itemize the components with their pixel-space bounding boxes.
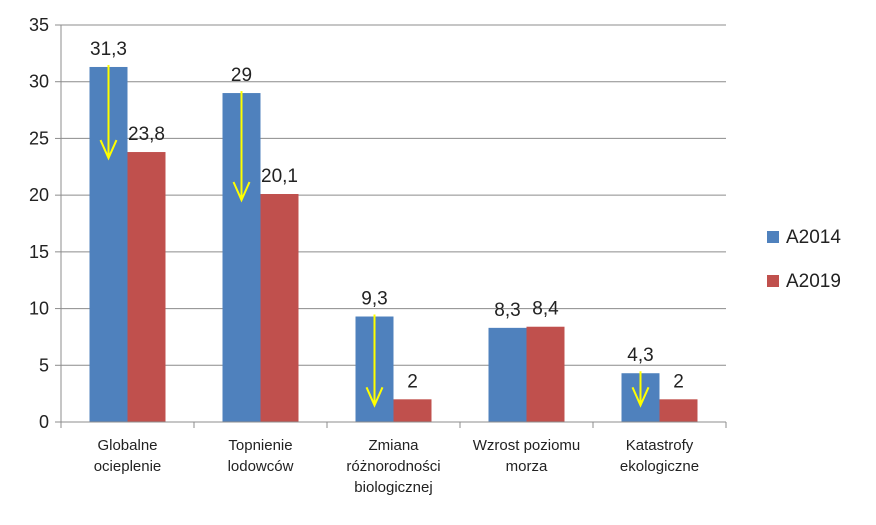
bar-a2019-2: [393, 399, 432, 422]
data-label-a2019: 8,4: [532, 299, 559, 320]
category-label-line: Globalne: [97, 437, 157, 454]
data-label-a2014: 8,3: [494, 300, 520, 321]
category-label-line: morza: [506, 458, 548, 475]
decrease-arrow-head: [232, 181, 251, 203]
category-label: Globalne ocieplenie: [94, 437, 162, 475]
decrease-arrow-head: [99, 139, 118, 161]
decrease-arrows: [99, 64, 650, 408]
legend-swatch-a2019: [767, 275, 779, 287]
bar-a2019-0: [127, 152, 166, 423]
data-label-a2014: 9,3: [361, 289, 387, 310]
category-label: Wzrost poziomu morza: [473, 437, 581, 475]
category-label-line: Zmiana: [368, 437, 419, 454]
axes: 0 5 10 15 20 25 30 35 Globalne ocieplenie Topnieni…: [29, 15, 727, 496]
decrease-arrow-head: [631, 386, 650, 408]
y-tick-label: 30: [29, 72, 49, 92]
legend: A2014 A2019: [767, 227, 841, 292]
y-tick-label: 20: [29, 185, 49, 205]
category-label-line: Katastrofy: [626, 437, 694, 454]
category-label: Topnienie lodowców: [228, 437, 294, 475]
category-label: Zmiana różnorodności biologicznej: [346, 437, 440, 496]
data-label-a2019: 23,8: [128, 124, 165, 145]
category-label-line: różnorodności: [346, 458, 440, 475]
category-label-line: biologicznej: [354, 479, 432, 496]
bar-a2019-4: [659, 399, 698, 422]
y-tick-label: 15: [29, 242, 49, 262]
category-label-line: ocieplenie: [94, 458, 162, 475]
bar-a2019-3: [526, 326, 565, 422]
y-tick-label: 0: [39, 412, 49, 432]
data-labels: 31,3 23,8 29 20,1 9,3 2 8,3 8,4 4,3 2: [90, 39, 684, 392]
category-label: Katastrofy ekologiczne: [620, 437, 699, 475]
y-tick-label: 25: [29, 128, 49, 148]
y-tick-label: 10: [29, 299, 49, 319]
legend-label-a2019: A2019: [786, 271, 841, 292]
gridlines: [61, 24, 726, 366]
legend-swatch-a2014: [767, 231, 779, 243]
category-label-line: lodowców: [228, 458, 294, 475]
data-label-a2014: 4,3: [627, 345, 653, 366]
bar-a2014-3: [488, 327, 527, 422]
bar-a2019-1: [260, 194, 299, 422]
data-label-a2014: 31,3: [90, 39, 127, 60]
y-tick-label: 35: [29, 15, 49, 35]
category-label-line: Wzrost poziomu: [473, 437, 581, 454]
data-label-a2019: 20,1: [261, 166, 298, 187]
data-label-a2019: 2: [407, 371, 418, 392]
data-label-a2014: 29: [231, 65, 252, 86]
decrease-arrow-head: [365, 386, 384, 408]
bars: [89, 66, 698, 423]
category-label-line: Topnienie: [228, 437, 292, 454]
legend-label-a2014: A2014: [786, 227, 841, 248]
y-tick-label: 5: [39, 355, 49, 375]
category-label-line: ekologiczne: [620, 458, 699, 475]
data-label-a2019: 2: [673, 371, 684, 392]
